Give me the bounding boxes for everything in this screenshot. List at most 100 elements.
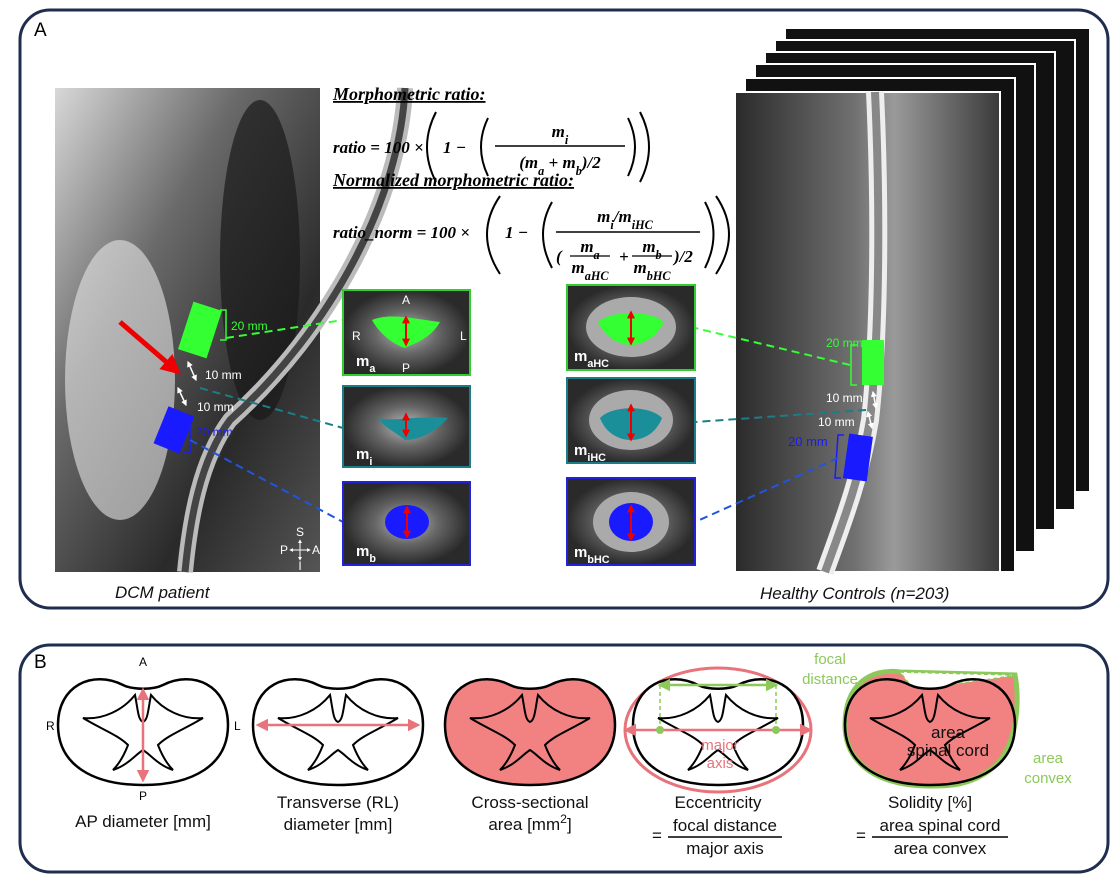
text-run: (m xyxy=(519,153,538,172)
cord-sol xyxy=(842,668,1020,789)
subscript: a xyxy=(369,363,376,375)
subscript: bHC xyxy=(647,269,672,283)
cord-rl xyxy=(251,678,425,787)
text-run: m xyxy=(552,122,565,141)
formula: mb xyxy=(642,237,661,262)
controls-mri xyxy=(734,27,1091,576)
measure-label: 10 mm xyxy=(205,368,242,382)
text-run: 1 − xyxy=(505,223,528,242)
caption: Solidity [%] xyxy=(888,793,972,812)
orientation: A xyxy=(402,293,410,307)
orientation: S xyxy=(296,525,304,539)
text-run: m xyxy=(633,258,646,277)
slice-thumbnails xyxy=(342,284,696,566)
formula: )/2 xyxy=(672,247,693,266)
text-run: m xyxy=(574,442,587,459)
annotation: axis xyxy=(707,755,734,772)
text-run: /m xyxy=(612,207,632,226)
caption: area spinal cord xyxy=(880,816,1001,835)
slice-label: miHC xyxy=(574,442,606,464)
subscript: aHC xyxy=(587,358,609,370)
text-run: m xyxy=(356,353,369,370)
patient-mri xyxy=(55,87,413,573)
text-run: )/2 xyxy=(580,153,601,172)
annotation: area xyxy=(931,723,966,742)
text-run: ratio = 100 × xyxy=(333,138,424,157)
connectors xyxy=(189,319,867,523)
text-run: m xyxy=(356,446,369,463)
slice-label: mb xyxy=(356,543,376,565)
orientation: L xyxy=(460,329,467,343)
orientation: A xyxy=(312,543,320,557)
caption: Healthy Controls (n=203) xyxy=(760,584,949,603)
subscript: bHC xyxy=(587,554,609,566)
annotation: area xyxy=(1033,750,1064,767)
text-run: m xyxy=(574,544,587,561)
subscript: b xyxy=(369,553,376,565)
text-run: m xyxy=(642,237,655,256)
measure-label: 10 mm xyxy=(197,400,234,414)
text-run: m xyxy=(571,258,584,277)
orientation: P xyxy=(402,361,410,375)
formula: (ma + mb)/2 xyxy=(519,153,601,178)
formula: + xyxy=(619,247,629,266)
text-run: ratio_norm = 100 × xyxy=(333,223,470,242)
orientation: P xyxy=(139,789,147,803)
panel-label: B xyxy=(34,652,47,673)
measure-label: 20 mm xyxy=(788,434,828,449)
orientation: R xyxy=(46,719,55,733)
caption: Transverse (RL) xyxy=(277,793,399,812)
formula: 1 − xyxy=(443,138,466,157)
measure-label: 10 mm xyxy=(826,391,863,405)
formula: ( xyxy=(556,247,563,266)
text-run: m xyxy=(574,348,587,365)
panel-frame xyxy=(18,8,1110,610)
subscript: a xyxy=(594,248,600,262)
measure-label: 10 mm xyxy=(818,415,855,429)
subscript: i xyxy=(565,133,569,147)
caption: focal distance xyxy=(673,816,777,835)
measure-label: 20 mm xyxy=(196,425,233,439)
formula: mi/miHC xyxy=(597,207,654,232)
annotation: distance xyxy=(802,671,858,688)
caption: diameter [mm] xyxy=(284,815,393,834)
subscript: b xyxy=(576,164,582,178)
subscript: b xyxy=(656,248,662,262)
caption: area [mm2] xyxy=(488,812,571,834)
text-run: + m xyxy=(544,153,575,172)
formula: maHC xyxy=(571,258,609,283)
cord-csa xyxy=(443,678,617,787)
subscript: a xyxy=(538,164,544,178)
panel-frame xyxy=(18,643,1110,874)
slice-label: maHC xyxy=(574,348,609,370)
panel-label: A xyxy=(34,20,47,41)
caption: major axis xyxy=(686,839,763,858)
slice-label: ma xyxy=(356,353,376,375)
formula: 1 − xyxy=(505,223,528,242)
formula: ratio_norm = 100 × xyxy=(333,223,470,242)
superscript: 2 xyxy=(560,812,567,826)
caption: Cross-sectional xyxy=(471,793,588,812)
annotation: convex xyxy=(1024,770,1072,787)
measure-label: 20 mm xyxy=(826,336,863,350)
text-run: area [mm xyxy=(488,815,560,834)
subscript: i xyxy=(610,218,614,232)
measure-label: 20 mm xyxy=(231,319,268,333)
text-run: m xyxy=(356,543,369,560)
orientation: R xyxy=(352,329,361,343)
orientation: I xyxy=(298,559,301,573)
subscript: i xyxy=(369,456,372,468)
formula: ratio = 100 × xyxy=(333,138,424,157)
cord-ecc xyxy=(623,666,813,794)
orientation: P xyxy=(280,543,288,557)
annotation: focal xyxy=(814,651,846,668)
subscript: iHC xyxy=(587,452,606,464)
text-run: ] xyxy=(567,815,572,834)
annotation: major xyxy=(701,737,739,754)
slice-label: mbHC xyxy=(574,544,610,566)
formula-title: Normalized morphometric ratio: xyxy=(332,170,574,190)
formula-title: Morphometric ratio: xyxy=(332,84,486,104)
caption: DCM patient xyxy=(115,583,211,602)
caption: = xyxy=(652,826,662,845)
